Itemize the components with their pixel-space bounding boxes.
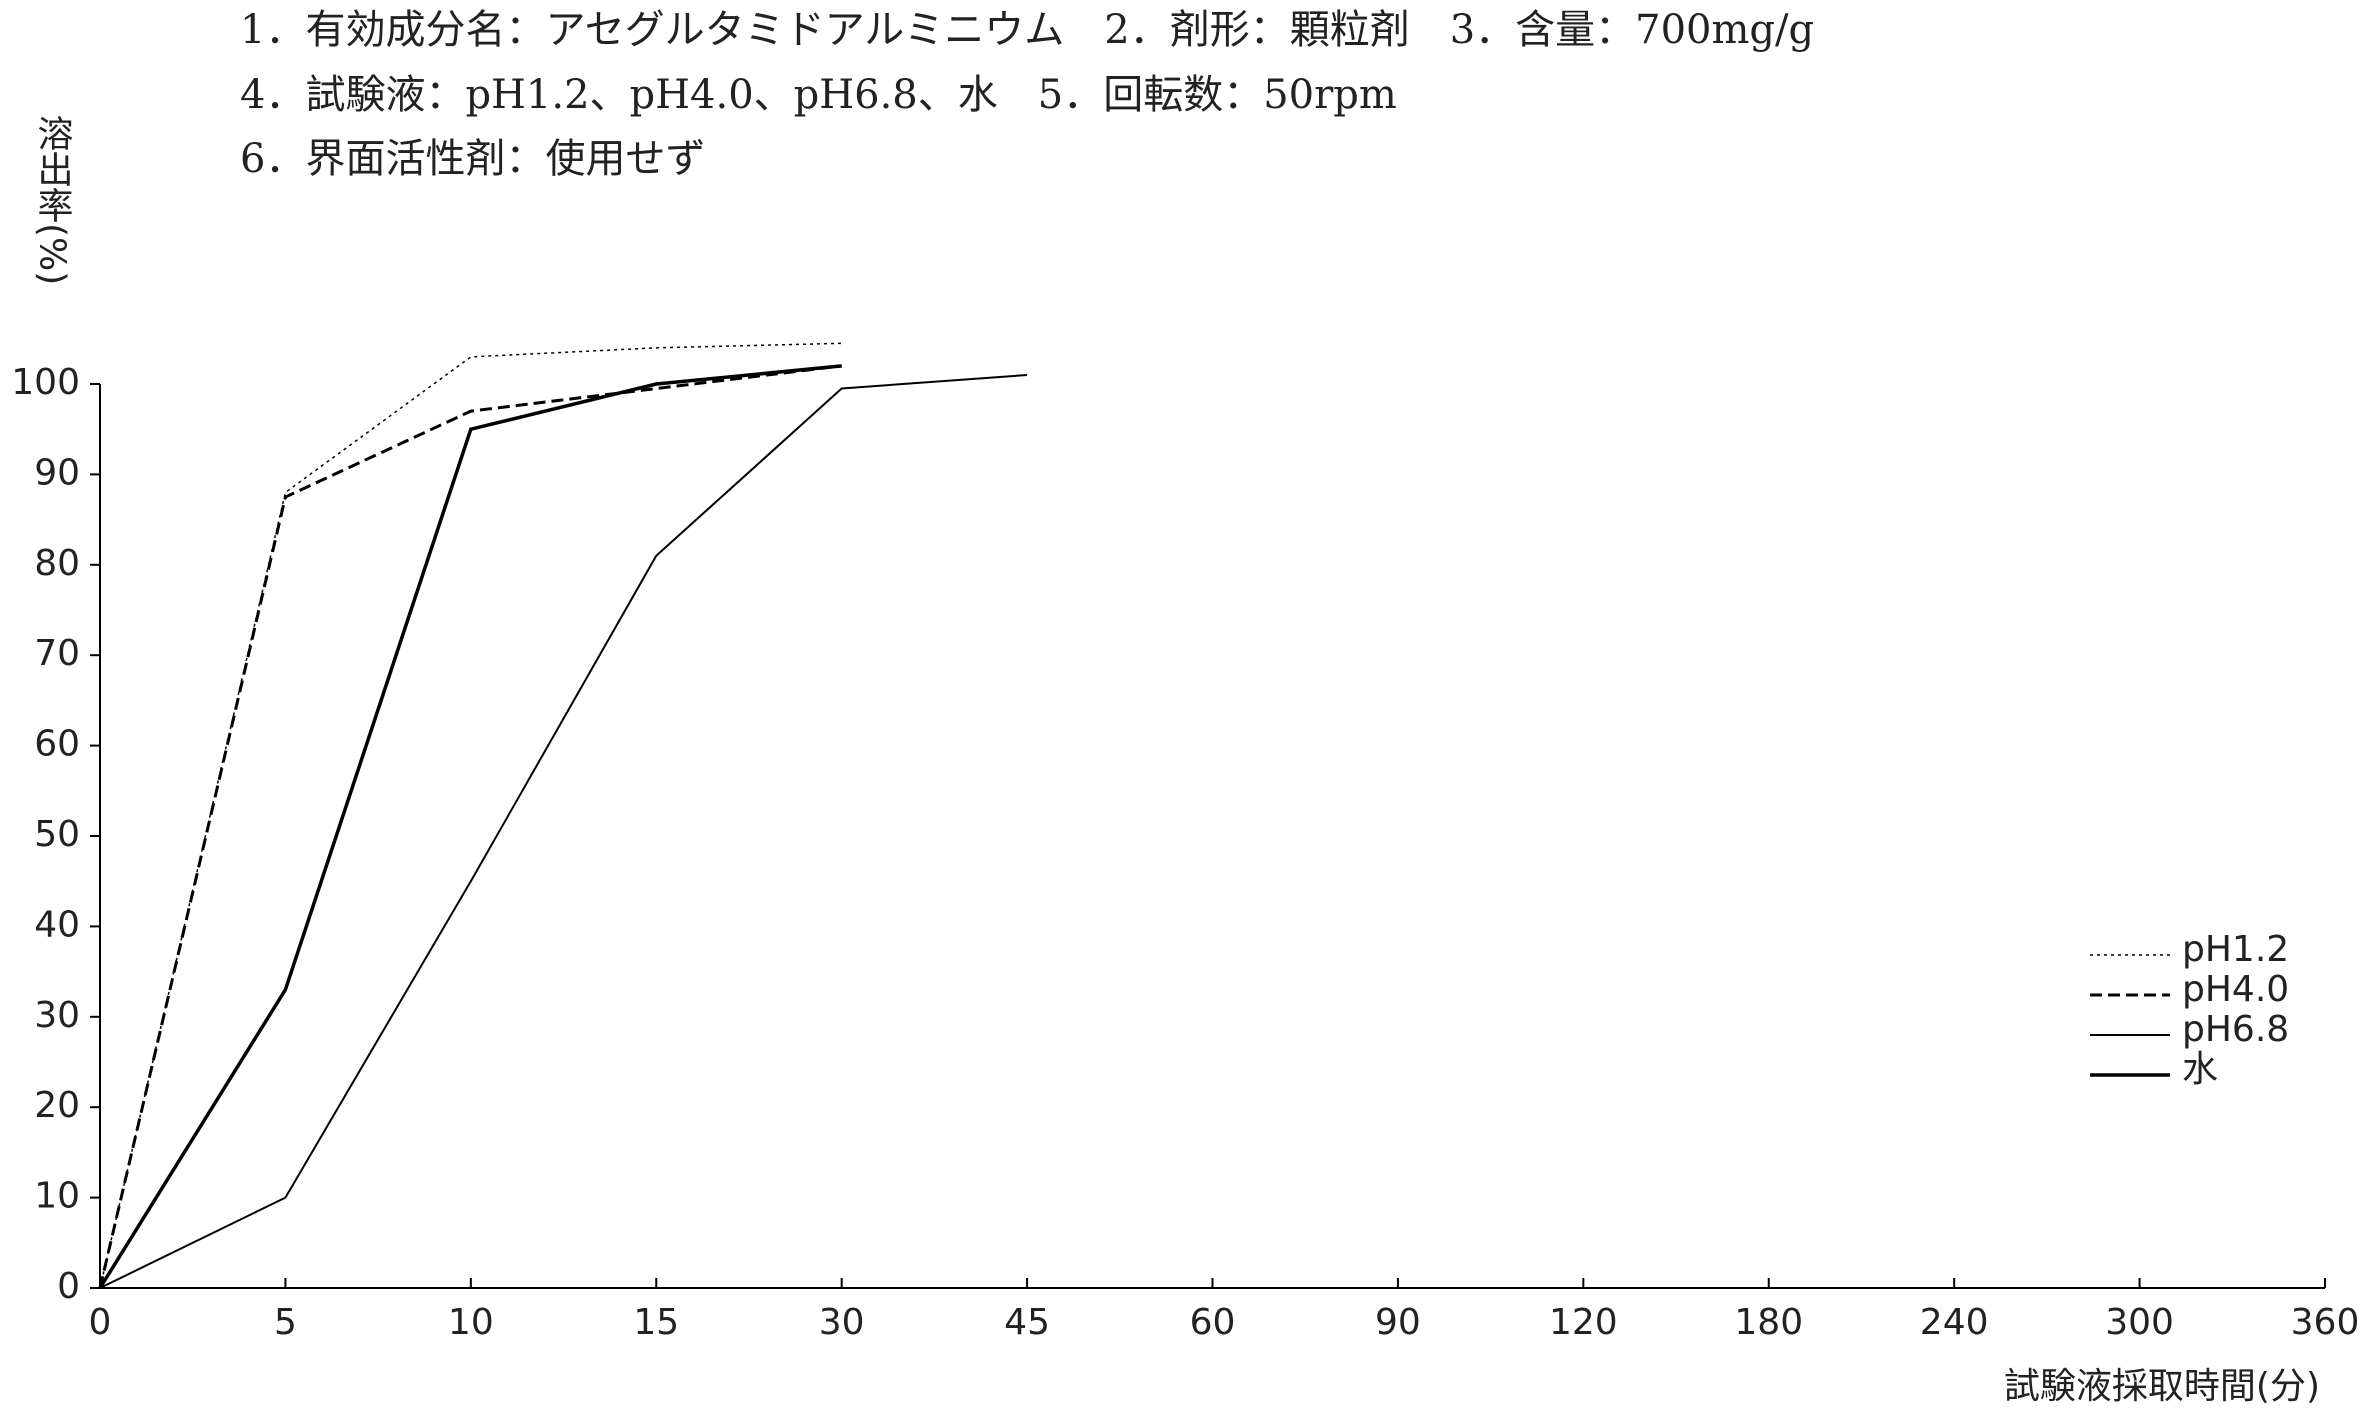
- y-tick-label: 10: [34, 1176, 80, 1217]
- y-tick-label: 60: [34, 724, 80, 765]
- legend-label: pH1.2: [2182, 929, 2289, 970]
- y-tick-label: 90: [34, 452, 80, 493]
- x-tick-label: 15: [633, 1302, 679, 1343]
- legend-label: 水: [2182, 1049, 2218, 1090]
- y-tick-label: 40: [34, 904, 80, 945]
- x-tick-label: 5: [274, 1302, 297, 1343]
- y-axis-label: 溶出率(%): [32, 115, 73, 286]
- x-tick-label: 180: [1734, 1302, 1803, 1343]
- x-tick-label: 120: [1549, 1302, 1618, 1343]
- y-tick-label: 70: [34, 633, 80, 674]
- x-tick-label: 90: [1375, 1302, 1421, 1343]
- y-tick-label: 0: [57, 1266, 80, 1307]
- x-tick-label: 240: [1920, 1302, 1989, 1343]
- x-tick-label: 30: [819, 1302, 865, 1343]
- legend-label: pH6.8: [2182, 1009, 2289, 1050]
- y-tick-label: 50: [34, 814, 80, 855]
- x-tick-label: 360: [2291, 1302, 2360, 1343]
- y-tick-label: 20: [34, 1085, 80, 1126]
- x-tick-label: 0: [89, 1302, 112, 1343]
- legend-label: pH4.0: [2182, 969, 2289, 1010]
- y-tick-label: 80: [34, 543, 80, 584]
- y-tick-label: 30: [34, 995, 80, 1036]
- note: 4．試験液：pH1.2、pH4.0、pH6.8、水 5．回転数：50rpm: [240, 72, 1397, 118]
- y-tick-label: 100: [11, 362, 80, 403]
- x-axis-label: 試験液採取時間(分): [2004, 1366, 2320, 1407]
- x-tick-label: 300: [2105, 1302, 2174, 1343]
- series-line: [98, 364, 842, 1289]
- x-tick-label: 45: [1004, 1302, 1050, 1343]
- series-line: [99, 342, 842, 1289]
- series-line: [98, 364, 842, 1289]
- series-line: [99, 373, 1028, 1289]
- x-tick-label: 60: [1190, 1302, 1236, 1343]
- note: 6．界面活性剤：使用せず: [240, 136, 705, 182]
- note: 1．有効成分名：アセグルタミドアルミニウム 2．剤形：顆粒剤 3．含量：700m…: [240, 7, 1814, 53]
- x-tick-label: 10: [448, 1302, 494, 1343]
